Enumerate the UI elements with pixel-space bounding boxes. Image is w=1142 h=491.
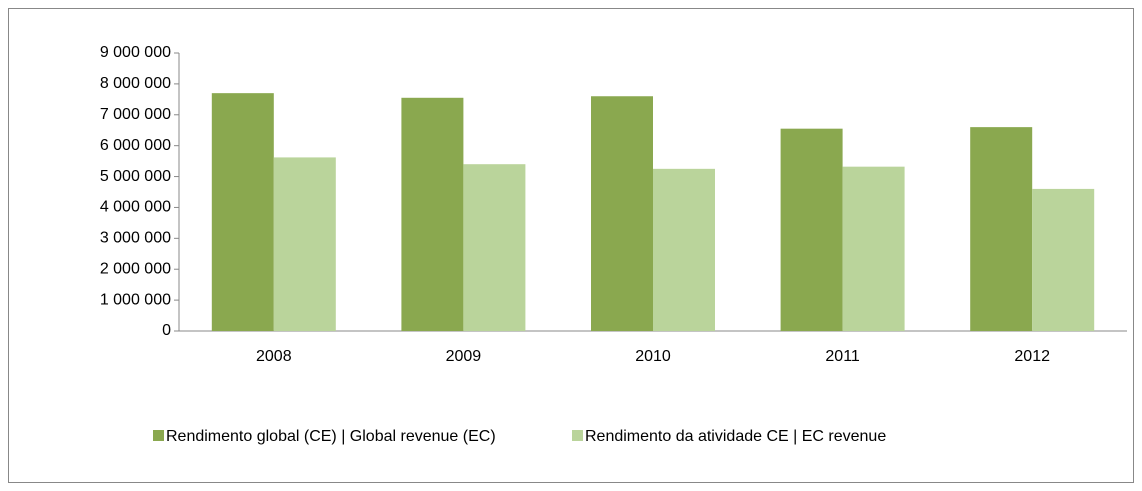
x-tick-label: 2008 bbox=[256, 348, 292, 365]
bar bbox=[970, 127, 1033, 331]
legend-swatch bbox=[572, 430, 583, 441]
legend-label: Rendimento da atividade CE | EC revenue bbox=[585, 428, 886, 445]
chart-frame bbox=[8, 8, 1134, 483]
bar bbox=[1032, 188, 1095, 331]
bar bbox=[463, 164, 526, 331]
y-tick-label: 4 000 000 bbox=[100, 199, 171, 216]
x-tick-label: 2012 bbox=[1014, 348, 1050, 365]
y-tick-label: 5 000 000 bbox=[100, 168, 171, 185]
bar bbox=[401, 97, 464, 332]
y-tick-label: 1 000 000 bbox=[100, 291, 171, 308]
bar bbox=[591, 96, 653, 331]
bar bbox=[653, 168, 715, 331]
y-tick-label: 6 000 000 bbox=[100, 137, 171, 154]
x-tick-label: 2010 bbox=[635, 348, 671, 365]
bar bbox=[780, 128, 843, 331]
y-tick-label: 2 000 000 bbox=[100, 260, 171, 277]
bar bbox=[842, 166, 905, 331]
y-tick-label: 3 000 000 bbox=[100, 230, 171, 247]
y-tick-label: 7 000 000 bbox=[100, 106, 171, 123]
y-tick-label: 0 bbox=[162, 322, 171, 339]
legend-swatch bbox=[153, 430, 164, 441]
y-tick-label: 9 000 000 bbox=[100, 44, 171, 61]
x-tick-label: 2009 bbox=[446, 348, 482, 365]
bar bbox=[211, 93, 274, 332]
y-tick-label: 8 000 000 bbox=[100, 75, 171, 92]
legend-label: Rendimento global (CE) | Global revenue … bbox=[166, 428, 496, 445]
bar bbox=[273, 157, 336, 331]
x-tick-label: 2011 bbox=[825, 348, 860, 365]
